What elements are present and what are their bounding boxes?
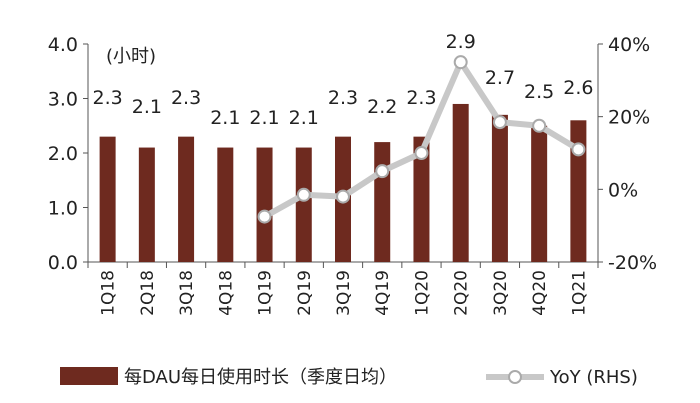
legend-bar-swatch: [60, 367, 118, 385]
bar: [452, 103, 469, 262]
x-tick-label: 2Q20: [452, 270, 472, 316]
x-tick-label: 3Q20: [491, 270, 511, 316]
x-tick-label: 4Q19: [373, 270, 393, 316]
right-tick-label: -20%: [608, 252, 657, 274]
bar: [99, 136, 116, 262]
x-tick-label: 4Q18: [216, 270, 236, 316]
bar: [570, 120, 587, 262]
legend: 每DAU每日使用时长（季度日均） YoY (RHS): [60, 367, 638, 388]
yoy-point: [257, 209, 272, 224]
right-tick-label: 40%: [608, 34, 650, 56]
bar: [295, 147, 312, 262]
bar-data-label: 2.3: [93, 87, 123, 109]
yoy-point: [375, 164, 390, 179]
axes: 0.0 1.0 2.0 3.0 4.0 -20% 0% 20% 40% 1Q18 2Q18 3Q18 4…: [48, 34, 657, 316]
left-tick-label: 4.0: [48, 34, 78, 56]
bar: [138, 147, 155, 262]
legend-line-label: YoY (RHS): [549, 367, 638, 388]
bar: [374, 142, 391, 262]
data-labels: 2.3 2.1 2.3 2.1 2.1 2.1 2.3 2.2 2.3 2.9 2.7 2.5 2.6: [93, 31, 594, 129]
yoy-point: [492, 115, 507, 130]
left-tick-label: 0.0: [48, 252, 78, 274]
bar-data-label: 2.1: [132, 96, 162, 118]
legend-bar-label: 每DAU每日使用时长（季度日均）: [124, 367, 397, 388]
bar-data-label: 2.6: [563, 77, 593, 99]
bar: [217, 147, 234, 262]
right-tick-label: 20%: [608, 107, 650, 129]
bar-data-label: 2.9: [446, 31, 476, 53]
x-tick-label: 3Q19: [334, 270, 354, 316]
bar: [256, 147, 273, 262]
yoy-point: [296, 187, 311, 202]
x-tick-label: 1Q20: [412, 270, 432, 316]
left-axis-unit: (小时): [106, 46, 156, 67]
legend-line-marker: [508, 370, 522, 384]
x-tick-label: 3Q18: [177, 270, 197, 316]
yoy-line: [257, 55, 586, 224]
bar-data-label: 2.5: [524, 81, 554, 103]
right-tick-label: 0%: [608, 179, 638, 201]
yoy-point: [414, 146, 429, 160]
yoy-point: [571, 142, 586, 157]
yoy-point: [532, 118, 547, 133]
x-tick-label: 1Q18: [99, 270, 119, 316]
left-tick-label: 1.0: [48, 198, 78, 220]
bar-data-label: 2.3: [171, 87, 201, 109]
bar-data-label: 2.3: [406, 87, 436, 109]
bar: [178, 136, 195, 262]
x-tick-label: 1Q19: [256, 270, 276, 316]
yoy-point: [336, 189, 350, 204]
bar-data-label: 2.7: [485, 67, 515, 89]
bar-data-label: 2.1: [210, 107, 240, 129]
x-tick-label: 2Q18: [138, 270, 158, 316]
bar: [531, 125, 548, 262]
yoy-point: [453, 55, 468, 70]
bar: [413, 136, 430, 262]
left-tick-label: 2.0: [48, 143, 78, 165]
x-tick-label: 2Q19: [295, 270, 315, 316]
bar-data-label: 2.1: [289, 107, 319, 129]
bar: [491, 114, 508, 262]
bars: [99, 103, 587, 262]
bar-data-label: 2.3: [328, 87, 358, 109]
left-tick-label: 3.0: [48, 89, 78, 111]
x-tick-label: 4Q20: [530, 270, 550, 316]
bar-data-label: 2.2: [367, 96, 397, 118]
x-tick-label: 1Q21: [569, 270, 589, 316]
bar-data-label: 2.1: [249, 107, 279, 129]
